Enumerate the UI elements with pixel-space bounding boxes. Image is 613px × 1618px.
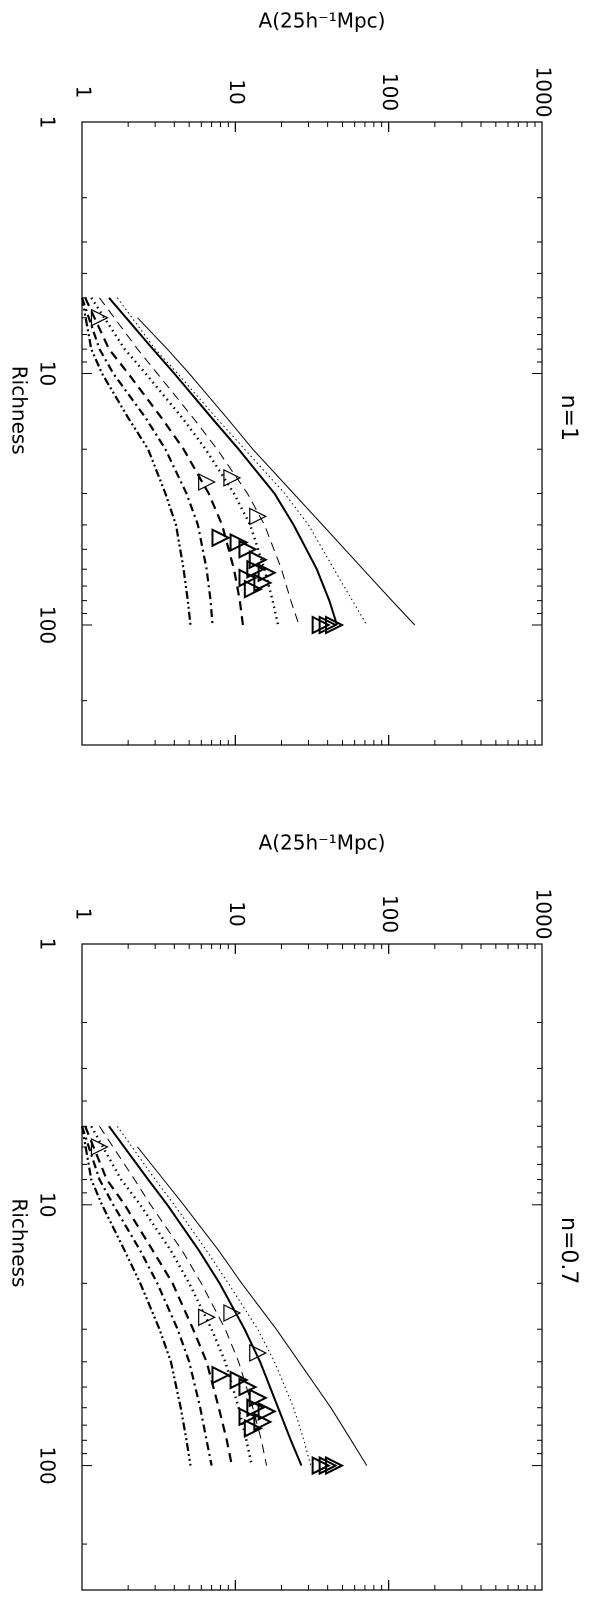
data-point-triangle bbox=[257, 563, 277, 583]
model-curve-3 bbox=[108, 297, 338, 626]
data-point-triangle bbox=[238, 539, 258, 559]
data-point-triangle bbox=[246, 559, 266, 579]
richness-tick-label: 10 bbox=[36, 1192, 60, 1217]
data-point-triangle bbox=[90, 1137, 109, 1156]
a-tick-label: 1000 bbox=[532, 889, 556, 940]
plot-frame bbox=[81, 121, 543, 746]
model-curve-6 bbox=[84, 297, 244, 626]
richness-tick-label: 1 bbox=[36, 116, 60, 129]
model-curve-5 bbox=[90, 1125, 253, 1466]
data-point-triangle bbox=[257, 1401, 277, 1422]
model-curve-4 bbox=[99, 1126, 268, 1466]
data-point-triangle bbox=[253, 1412, 273, 1432]
data-point-triangle bbox=[318, 1455, 338, 1476]
data-point-triangle bbox=[198, 473, 216, 491]
data-point-triangle bbox=[223, 1304, 242, 1322]
richness-tick-label: 100 bbox=[36, 1446, 60, 1484]
a-tick-label: 100 bbox=[378, 73, 402, 111]
data-point-triangle bbox=[253, 573, 273, 593]
data-point-triangle bbox=[318, 615, 338, 635]
richness-tick-label: 10 bbox=[36, 361, 60, 386]
richness-tick-label: 100 bbox=[36, 606, 60, 644]
model-curve-7 bbox=[80, 297, 214, 626]
data-point-triangle bbox=[249, 507, 268, 526]
model-curve-1 bbox=[137, 317, 416, 626]
data-point-triangle bbox=[249, 1343, 268, 1362]
a-tick-label: 1 bbox=[72, 86, 96, 99]
data-point-triangle bbox=[238, 1377, 258, 1397]
model-curve-5 bbox=[90, 297, 280, 626]
chart-panel-top: 1 10 100 1000 1 10 100 A(25h⁻¹Mpc) Richness n=1 bbox=[8, 9, 581, 746]
data-point-triangle bbox=[90, 308, 109, 327]
a-tick-label: 10 bbox=[225, 901, 249, 926]
a-axis-label: A(25h⁻¹Mpc) bbox=[259, 831, 386, 855]
data-point-triangle bbox=[211, 528, 231, 548]
a-tick-label: 1000 bbox=[532, 67, 556, 118]
data-point-triangle bbox=[223, 468, 242, 487]
richness-tick-label: 1 bbox=[36, 938, 60, 951]
model-curve-6 bbox=[84, 1125, 233, 1466]
data-point-triangle bbox=[198, 1308, 216, 1327]
richness-axis-label: Richness bbox=[8, 1198, 32, 1287]
data-point-triangle bbox=[246, 1398, 266, 1418]
data-point-triangle bbox=[324, 1455, 345, 1476]
model-curve-2 bbox=[116, 1126, 312, 1466]
data-point-triangle bbox=[211, 1365, 231, 1385]
model-curve-8 bbox=[80, 297, 192, 626]
panel-label: n=1 bbox=[556, 395, 581, 441]
data-point-triangle bbox=[248, 1388, 268, 1408]
a-tick-label: 1 bbox=[72, 908, 96, 921]
model-curve-7 bbox=[80, 1125, 213, 1466]
data-point-triangle bbox=[324, 615, 345, 635]
model-curve-2 bbox=[116, 297, 368, 626]
model-curve-4 bbox=[99, 297, 300, 626]
plot-frame bbox=[81, 943, 543, 1591]
model-curve-1 bbox=[137, 1146, 368, 1466]
data-point-triangle bbox=[243, 1418, 264, 1438]
model-curve-3 bbox=[108, 1125, 303, 1466]
richness-axis-label: Richness bbox=[8, 366, 32, 455]
data-point-triangle bbox=[243, 579, 264, 599]
a-tick-label: 10 bbox=[225, 79, 249, 104]
model-curve-8 bbox=[80, 1126, 192, 1466]
a-tick-label: 100 bbox=[378, 895, 402, 933]
a-axis-label: A(25h⁻¹Mpc) bbox=[259, 9, 386, 33]
chart-panel-bottom: 1 10 100 1000 1 10 100 A(25h⁻¹Mpc) Richness n=0.7 bbox=[8, 831, 581, 1591]
panel-label: n=0.7 bbox=[556, 1217, 581, 1284]
